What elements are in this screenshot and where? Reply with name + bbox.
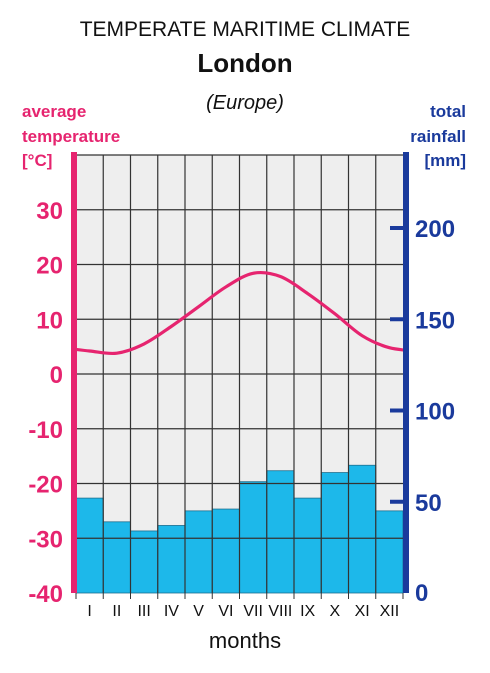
chart-title: TEMPERATE MARITIME CLIMATE (79, 18, 411, 41)
month-label-I: I (87, 603, 91, 620)
right-axis-unit: [mm] (424, 151, 466, 170)
rainfall-bar-V (184, 510, 213, 594)
month-label-IV: IV (164, 603, 179, 620)
left-tick-label: 30 (36, 198, 63, 225)
x-axis-label: months (208, 628, 282, 653)
left-tick-label: -30 (28, 526, 63, 553)
month-label-XI: XI (355, 603, 370, 620)
month-label-III: III (137, 603, 150, 620)
month-label-VII: VII (243, 603, 263, 620)
right-tick-label: 200 (415, 216, 455, 243)
rainfall-bar-XI (348, 464, 377, 594)
chart-region: (Europe) (206, 92, 284, 114)
left-tick-label: 10 (36, 307, 63, 334)
right-tick-label: 100 (415, 399, 455, 426)
month-label-IX: IX (300, 603, 315, 620)
rainfall-bar-XII (375, 510, 404, 594)
rainfall-bar-II (102, 521, 131, 594)
right-axis-label-line2: rainfall (410, 127, 466, 146)
left-axis-label-line2: temperature (22, 127, 121, 146)
chart-city: London (197, 48, 293, 78)
left-tick-label: 20 (36, 253, 63, 280)
left-tick-label: -20 (28, 472, 63, 499)
month-label-V: V (193, 603, 204, 620)
rainfall-bar-IV (157, 525, 186, 594)
month-label-X: X (330, 603, 341, 620)
month-label-VIII: VIII (268, 603, 292, 620)
left-tick-label: -10 (28, 417, 63, 444)
rainfall-bar-IX (293, 497, 322, 594)
left-tick-label: 0 (50, 362, 63, 389)
rainfall-bar-III (130, 530, 159, 594)
right-tick-label: 0 (415, 580, 428, 607)
month-label-VI: VI (218, 603, 233, 620)
right-axis-label-line1: total (430, 102, 466, 121)
right-tick-label: 50 (415, 490, 442, 517)
left-tick-label: -40 (28, 581, 63, 608)
rainfall-bar-VII (239, 481, 268, 594)
right-tick-label: 150 (415, 307, 455, 334)
rainfall-bar-VI (211, 508, 240, 594)
month-label-XII: XII (380, 603, 400, 620)
rainfall-bar-X (320, 472, 349, 594)
left-axis-label-line1: average (22, 102, 87, 121)
left-axis-unit: [°C] (22, 151, 53, 170)
rainfall-bar-VIII (266, 470, 295, 594)
temperature-line (76, 270, 403, 356)
rainfall-bar-I (75, 497, 104, 594)
month-label-II: II (112, 603, 121, 620)
